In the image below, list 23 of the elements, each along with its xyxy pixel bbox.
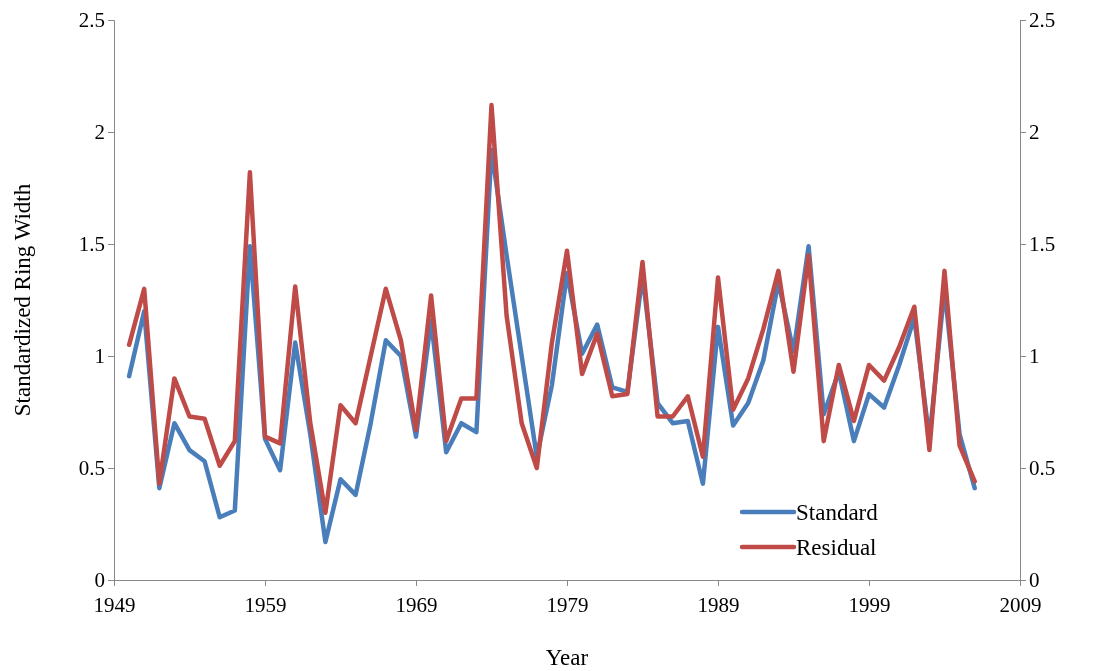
legend-label: Residual (796, 535, 877, 560)
y-axis-title: Standardized Ring Width (10, 183, 35, 417)
x-tick-label: 1979 (546, 593, 589, 618)
y2-tick-label: 0.5 (1029, 456, 1056, 481)
y-tick-label: 0 (94, 568, 105, 593)
y-tick-label: 1.5 (78, 232, 105, 257)
y2-tick-label: 1.5 (1029, 232, 1056, 257)
y-tick-label: 0.5 (78, 456, 105, 481)
x-tick-label: 1949 (93, 593, 136, 618)
x-tick-label: 1969 (395, 593, 438, 618)
y-tick-label: 2.5 (78, 8, 105, 33)
x-tick-label: 1959 (244, 593, 287, 618)
y2-tick-label: 2.5 (1029, 8, 1056, 33)
x-tick-label: 2009 (999, 593, 1042, 618)
x-tick-label: 1989 (697, 593, 740, 618)
x-tick-label: 1999 (848, 593, 891, 618)
y-tick-label: 1 (94, 344, 105, 369)
legend-label: Standard (796, 500, 879, 525)
y2-tick-label: 0 (1029, 568, 1040, 593)
y-tick-label: 2 (94, 120, 105, 145)
y2-tick-label: 1 (1029, 344, 1040, 369)
x-axis-title: Year (545, 645, 589, 670)
y2-tick-label: 2 (1029, 120, 1040, 145)
